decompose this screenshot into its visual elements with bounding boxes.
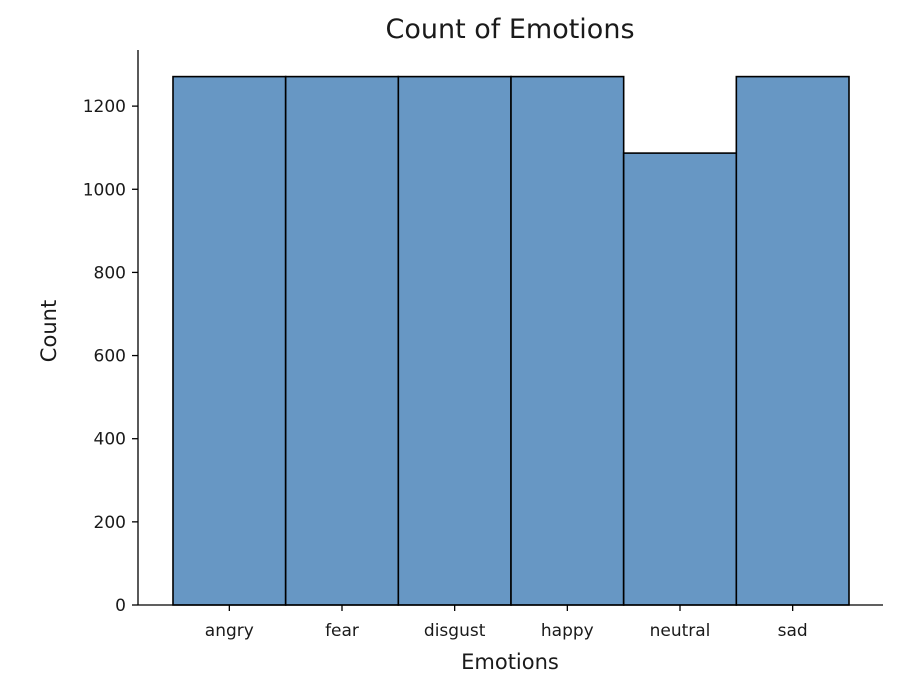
x-axis-ticks: angry fear disgust happy neutral sad: [205, 605, 808, 641]
x-tick-label-angry: angry: [205, 621, 254, 641]
bar-happy: [510, 75, 625, 606]
y-tick-label-200: 200: [94, 513, 126, 533]
y-tick-label-800: 800: [94, 263, 126, 283]
chart-title: Count of Emotions: [385, 14, 634, 45]
x-tick-label-happy: happy: [541, 621, 594, 641]
x-tick-label-disgust: disgust: [424, 621, 486, 641]
y-tick-label-400: 400: [94, 430, 126, 450]
y-tick-label-0: 0: [115, 596, 126, 616]
y-tick-label-1000: 1000: [83, 180, 126, 200]
y-tick-label-600: 600: [94, 347, 126, 367]
x-tick-label-sad: sad: [778, 621, 808, 641]
bar-disgust: [397, 75, 512, 606]
y-axis-ticks: 0 200 400 600 800 1000 1200: [83, 97, 138, 616]
bar-sad: [735, 75, 850, 606]
bar-angry: [172, 75, 287, 606]
x-tick-label-neutral: neutral: [650, 621, 711, 641]
y-axis-label: Count: [37, 300, 61, 362]
bar-neutral: [622, 152, 738, 606]
x-axis-label: Emotions: [461, 650, 559, 674]
bars-group: [172, 75, 850, 606]
x-tick-label-fear: fear: [325, 621, 359, 641]
y-tick-label-1200: 1200: [83, 97, 126, 117]
bar-fear: [284, 75, 400, 606]
